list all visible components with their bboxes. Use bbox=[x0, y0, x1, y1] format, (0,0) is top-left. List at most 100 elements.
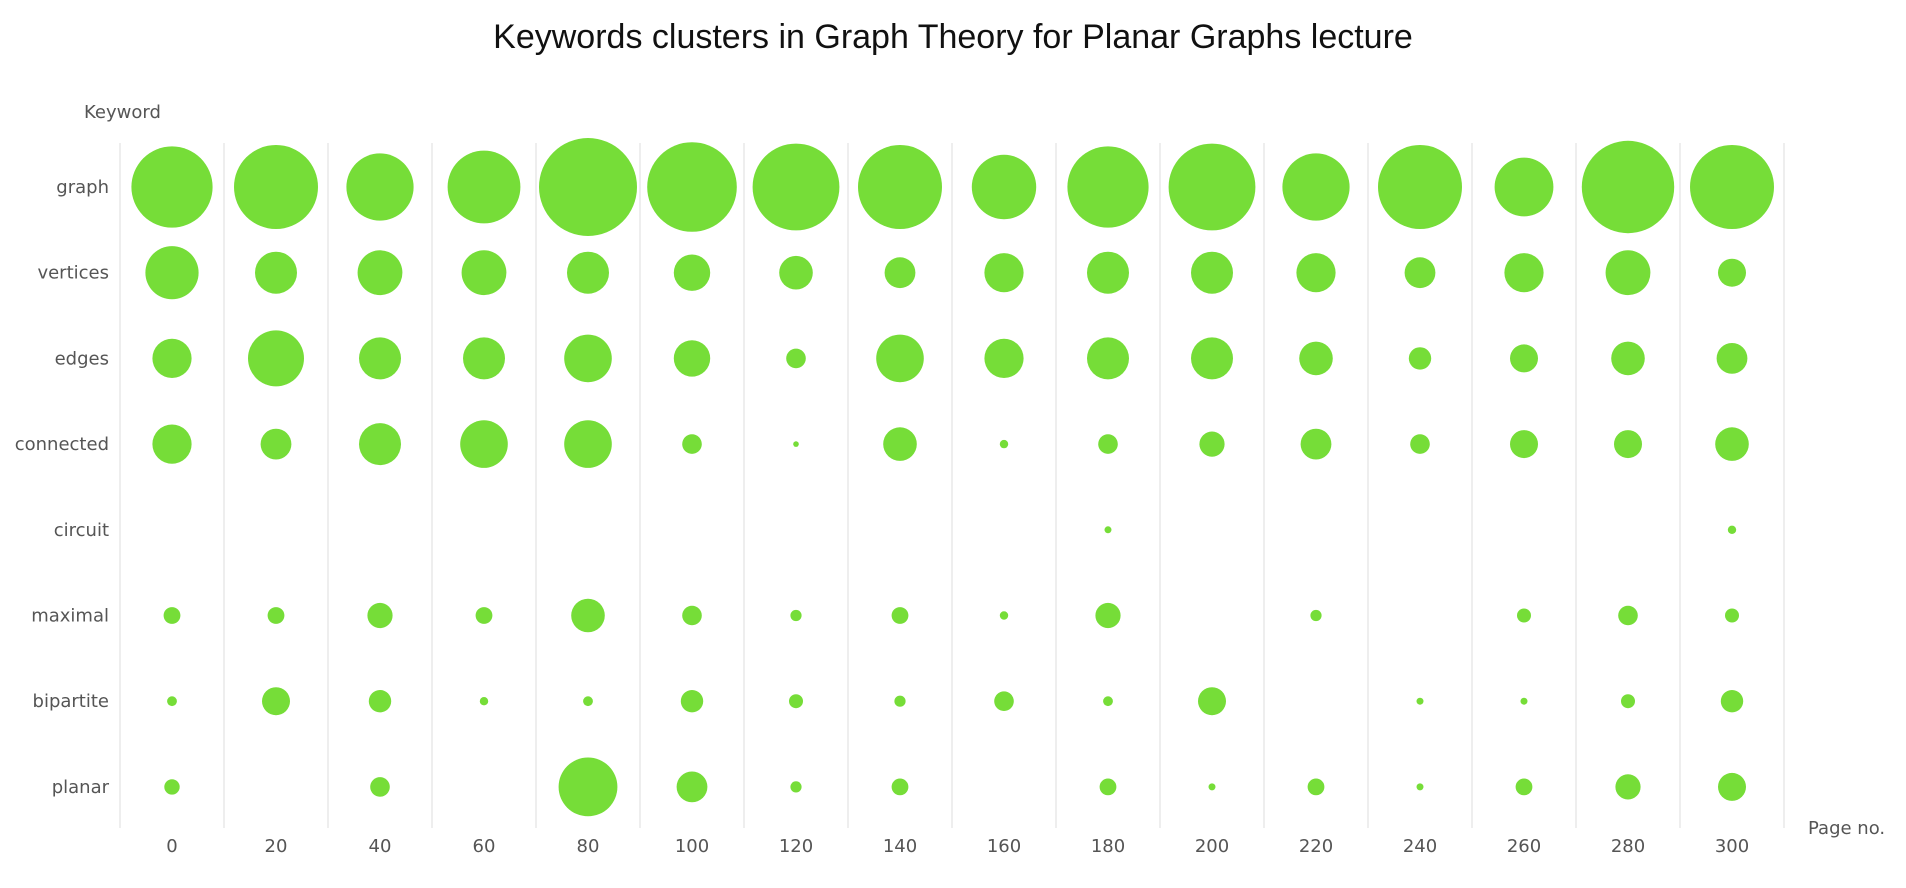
bubble-circuit-300 bbox=[1727, 525, 1737, 534]
bubble-maximal-40 bbox=[367, 602, 393, 629]
bubble-graph-120 bbox=[752, 143, 840, 231]
bubble-maximal-80 bbox=[571, 598, 605, 633]
bubble-bipartite-240 bbox=[1416, 697, 1424, 705]
x-tick-label: 240 bbox=[1403, 836, 1437, 857]
bubble-maximal-280 bbox=[1618, 605, 1638, 626]
bubble-edges-260 bbox=[1510, 344, 1538, 373]
bubble-maximal-140 bbox=[891, 607, 909, 624]
y-tick-label: connected bbox=[15, 434, 109, 455]
x-tick-label: 200 bbox=[1195, 836, 1229, 857]
y-tick-label: bipartite bbox=[33, 691, 109, 712]
bubble-connected-220 bbox=[1300, 428, 1332, 460]
bubble-planar-180 bbox=[1099, 778, 1117, 796]
bubble-maximal-120 bbox=[790, 609, 802, 622]
bubble-graph-60 bbox=[447, 150, 521, 224]
bubble-planar-240 bbox=[1416, 783, 1424, 791]
bubble-maximal-300 bbox=[1725, 608, 1739, 623]
y-tick-label: vertices bbox=[37, 263, 109, 284]
bubble-edges-20 bbox=[248, 330, 304, 387]
bubble-connected-100 bbox=[682, 434, 702, 454]
bubble-bipartite-20 bbox=[262, 687, 290, 716]
bubble-edges-140 bbox=[876, 334, 924, 383]
bubble-planar-200 bbox=[1208, 783, 1216, 791]
bubble-planar-0 bbox=[164, 779, 180, 795]
bubble-maximal-60 bbox=[475, 607, 493, 624]
bubble-vertices-80 bbox=[567, 251, 609, 294]
bubble-bipartite-80 bbox=[583, 696, 593, 707]
bubble-connected-240 bbox=[1410, 434, 1430, 454]
bubble-maximal-260 bbox=[1517, 608, 1531, 623]
bubble-maximal-20 bbox=[267, 607, 285, 624]
bubble-bipartite-0 bbox=[167, 696, 177, 707]
bubble-planar-40 bbox=[370, 777, 390, 797]
bubble-bipartite-40 bbox=[368, 690, 392, 713]
x-tick-label: 20 bbox=[265, 836, 288, 857]
bubble-maximal-180 bbox=[1095, 602, 1121, 629]
x-tick-label: 180 bbox=[1091, 836, 1125, 857]
bubble-bipartite-100 bbox=[680, 690, 704, 713]
bubble-connected-80 bbox=[564, 420, 612, 468]
bubble-connected-20 bbox=[260, 428, 292, 460]
bubble-connected-280 bbox=[1614, 430, 1642, 459]
bubble-connected-260 bbox=[1510, 430, 1538, 459]
bubble-connected-180 bbox=[1098, 434, 1118, 454]
x-tick-label: 260 bbox=[1507, 836, 1541, 857]
bubble-connected-160 bbox=[999, 439, 1009, 449]
bubble-edges-280 bbox=[1611, 341, 1645, 376]
bubble-vertices-300 bbox=[1718, 258, 1746, 287]
bubble-graph-100 bbox=[647, 142, 737, 232]
bubble-edges-300 bbox=[1716, 343, 1748, 374]
x-tick-label: 280 bbox=[1611, 836, 1645, 857]
y-axis-label: Keyword bbox=[84, 102, 161, 123]
bubble-planar-280 bbox=[1615, 774, 1641, 800]
bubble-maximal-160 bbox=[999, 611, 1009, 620]
bubble-edges-220 bbox=[1299, 341, 1333, 376]
y-tick-label: maximal bbox=[31, 606, 109, 627]
x-tick-labels: 0 20 40 60 80 100 120 140 160 180 200 220 240 260 280 3… bbox=[166, 836, 1749, 857]
bubble-bipartite-160 bbox=[994, 691, 1014, 711]
bubble-graph-300 bbox=[1690, 145, 1774, 229]
bubble-graph-0 bbox=[131, 146, 213, 228]
x-tick-label: 160 bbox=[987, 836, 1021, 857]
y-tick-label: planar bbox=[52, 777, 110, 798]
bubble-vertices-100 bbox=[673, 254, 711, 291]
x-tick-label: 140 bbox=[883, 836, 917, 857]
x-tick-label: 0 bbox=[166, 836, 177, 857]
bubble-planar-120 bbox=[790, 781, 802, 793]
y-tick-label: graph bbox=[56, 177, 109, 198]
bubble-maximal-100 bbox=[682, 605, 702, 626]
bubble-connected-140 bbox=[883, 427, 917, 461]
bubble-vertices-120 bbox=[779, 255, 813, 290]
x-tick-label: 60 bbox=[473, 836, 496, 857]
bubble-edges-120 bbox=[786, 348, 806, 369]
bubble-maximal-220 bbox=[1310, 609, 1322, 622]
bubble-vertices-140 bbox=[884, 257, 916, 289]
bubble-bipartite-280 bbox=[1621, 694, 1635, 709]
x-axis-label: Page no. bbox=[1808, 818, 1885, 839]
y-tick-label: circuit bbox=[54, 520, 109, 541]
bubble-vertices-20 bbox=[255, 251, 297, 294]
bubble-marks bbox=[131, 138, 1774, 817]
bubble-planar-140 bbox=[891, 778, 909, 796]
x-tick-label: 80 bbox=[577, 836, 600, 857]
bubble-maximal-0 bbox=[163, 607, 181, 624]
bubble-circuit-180 bbox=[1104, 526, 1112, 534]
bubble-bipartite-180 bbox=[1103, 696, 1113, 707]
bubble-connected-300 bbox=[1715, 427, 1749, 461]
bubble-graph-260 bbox=[1494, 157, 1554, 217]
x-tick-label: 300 bbox=[1715, 836, 1749, 857]
bubble-connected-60 bbox=[460, 420, 508, 468]
x-tick-label: 100 bbox=[675, 836, 709, 857]
bubble-graph-140 bbox=[858, 145, 942, 229]
bubble-edges-60 bbox=[463, 337, 505, 380]
bubble-graph-280 bbox=[1581, 140, 1675, 234]
bubble-vertices-200 bbox=[1191, 251, 1233, 294]
bubble-edges-240 bbox=[1408, 347, 1432, 370]
bubble-graph-160 bbox=[971, 154, 1037, 220]
bubble-connected-0 bbox=[152, 424, 192, 464]
bubble-edges-200 bbox=[1191, 337, 1233, 380]
bubble-graph-80 bbox=[539, 138, 637, 236]
bubble-bipartite-60 bbox=[479, 697, 489, 706]
bubble-edges-0 bbox=[152, 338, 192, 378]
bubble-connected-40 bbox=[359, 423, 401, 466]
